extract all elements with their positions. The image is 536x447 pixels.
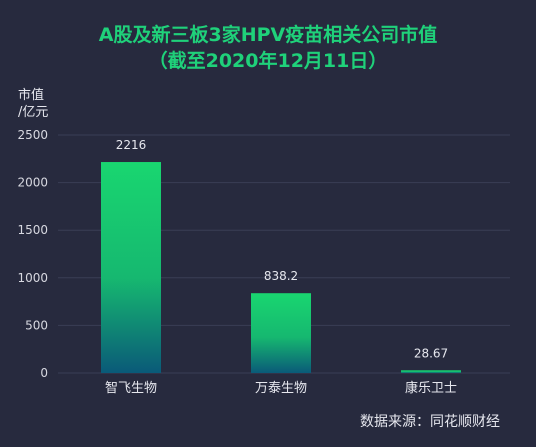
y-axis-label-line1: 市值	[18, 88, 45, 103]
chart-title: A股及新三板3家HPV疫苗相关公司市值	[98, 24, 438, 46]
bars	[101, 162, 461, 373]
data-source: 数据来源：同花顺财经	[360, 414, 500, 430]
y-tick-label: 0	[40, 366, 48, 380]
y-axis-label-line2: /亿元	[18, 105, 49, 120]
y-tick-label: 2000	[17, 176, 48, 190]
category-label: 万泰生物	[255, 381, 307, 396]
y-axis-label: 市值 /亿元	[18, 87, 48, 121]
bar	[101, 162, 161, 373]
data-label: 838.2	[264, 269, 298, 283]
category-label: 智飞生物	[105, 381, 157, 396]
data-label: 28.67	[414, 346, 448, 360]
data-label: 2216	[116, 138, 147, 152]
y-tick-label: 1500	[17, 223, 48, 237]
bar	[251, 293, 311, 373]
chart-subtitle: （截至2020年12月11日）	[148, 50, 388, 72]
bar	[401, 370, 461, 373]
category-label: 康乐卫士	[405, 380, 457, 396]
y-tick-label: 2500	[17, 128, 48, 142]
y-tick-label: 1000	[17, 271, 48, 285]
category-labels: 智飞生物 万泰生物 康乐卫士	[105, 380, 457, 396]
y-tick-labels: 0 500 1000 1500 2000 2500	[17, 128, 48, 380]
data-labels: 2216 838.2 28.67	[116, 138, 448, 360]
y-tick-label: 500	[25, 318, 48, 332]
